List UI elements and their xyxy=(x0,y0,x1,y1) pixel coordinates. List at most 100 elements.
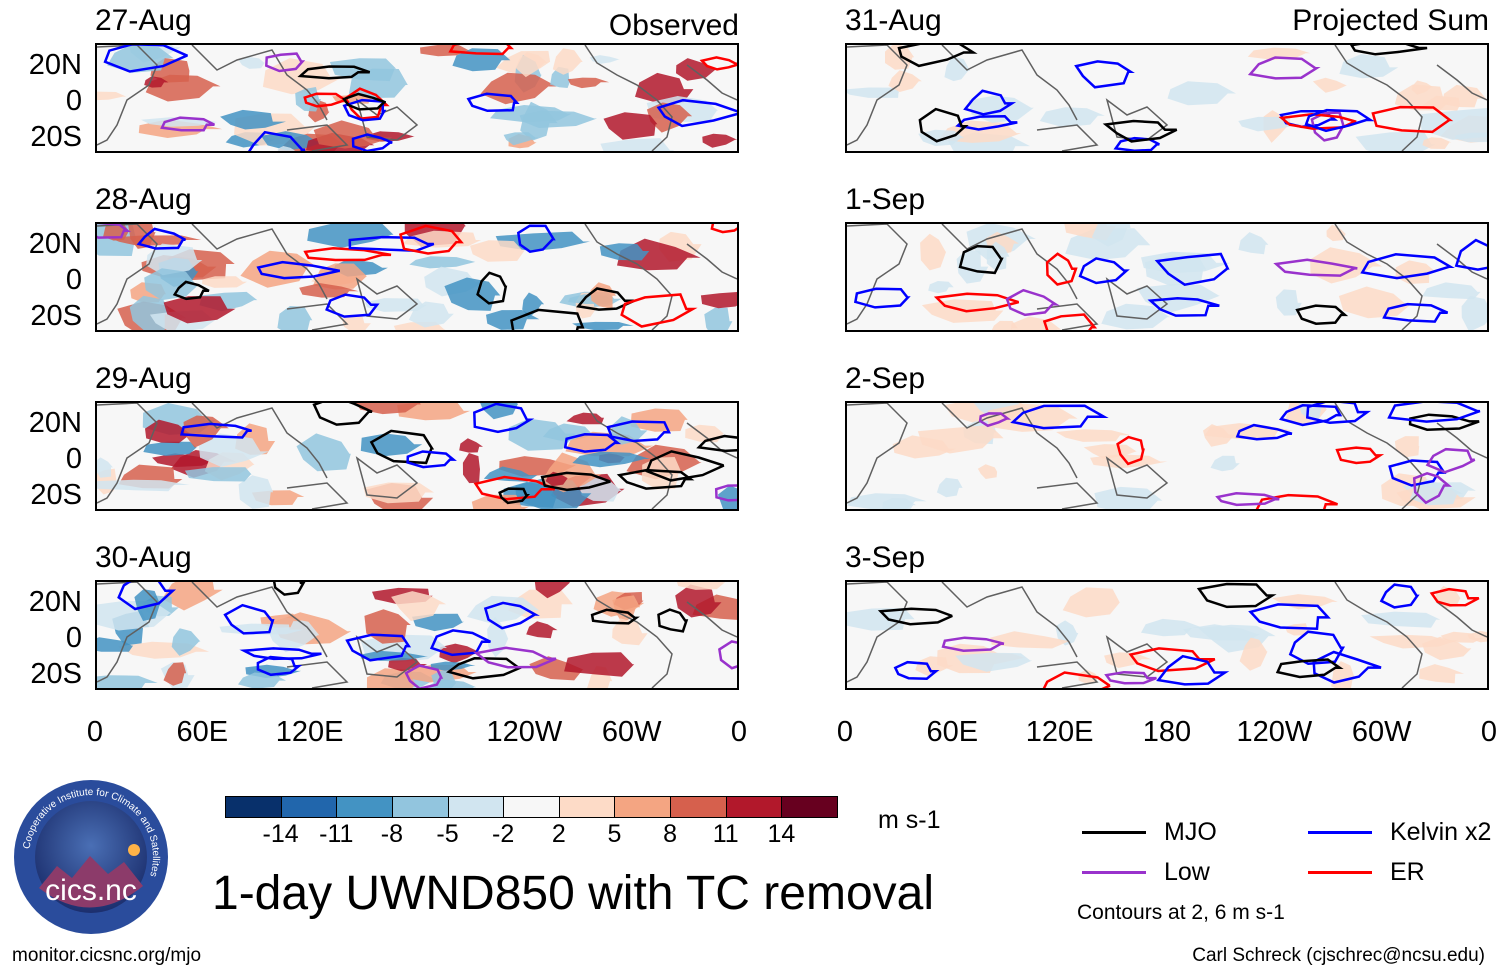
lat-tick-label: 20N xyxy=(28,228,82,260)
anomaly-shade xyxy=(1338,286,1412,319)
anomaly-contour xyxy=(429,629,491,657)
anomaly-shade xyxy=(397,403,471,421)
coastline xyxy=(97,224,158,325)
coastline xyxy=(686,243,737,280)
anomaly-shade xyxy=(579,476,623,502)
anomaly-contour xyxy=(117,582,177,611)
anomaly-contour xyxy=(476,271,508,305)
colorbar-tick-label: 2 xyxy=(551,820,566,848)
map-field xyxy=(97,403,737,509)
map-panel xyxy=(845,222,1489,332)
colorbar-cell xyxy=(503,796,560,818)
coastline xyxy=(191,224,328,300)
anomaly-contour xyxy=(351,133,393,151)
anomaly-contour xyxy=(1235,423,1293,441)
anomaly-contour xyxy=(1312,650,1382,684)
colorbar-cell xyxy=(781,796,838,818)
anomaly-shade xyxy=(1101,303,1170,330)
coastline xyxy=(355,98,419,141)
anomaly-shade xyxy=(480,72,557,105)
anomaly-shade xyxy=(402,230,482,248)
colorbar-tick-label: -14 xyxy=(262,820,299,848)
colorbar-tick-label: 5 xyxy=(607,820,622,848)
lat-tick-label: 20S xyxy=(30,121,82,153)
anomaly-contour xyxy=(466,92,520,113)
anomaly-shade xyxy=(917,425,1004,454)
anomaly-contour xyxy=(933,292,1020,313)
anomaly-contour xyxy=(1074,60,1135,89)
anomaly-contour xyxy=(1360,253,1455,280)
anomaly-shade xyxy=(313,263,367,290)
coastline xyxy=(847,403,908,504)
anomaly-shade xyxy=(956,249,989,284)
anomaly-shade xyxy=(363,482,434,504)
map-field xyxy=(847,582,1487,688)
anomaly-shade xyxy=(97,457,113,478)
lon-tick-label: 120E xyxy=(275,716,344,748)
anomaly-shade xyxy=(430,661,476,671)
coastline xyxy=(1105,98,1169,141)
lon-tick-label: 120W xyxy=(1236,716,1313,748)
anomaly-shade xyxy=(408,301,454,328)
anomaly-shade xyxy=(882,498,916,509)
anomaly-shade xyxy=(1055,620,1079,646)
coastline xyxy=(584,224,673,330)
lat-tick-label: 20S xyxy=(30,658,82,690)
anomaly-shade xyxy=(503,132,539,146)
anomaly-shade xyxy=(955,652,1033,672)
anomaly-contour xyxy=(265,52,306,73)
anomaly-shade xyxy=(143,441,197,456)
anomaly-shade xyxy=(702,133,737,148)
anomaly-contour xyxy=(1412,471,1452,505)
anomaly-shade xyxy=(360,433,423,457)
anomaly-shade xyxy=(589,55,620,64)
map-field xyxy=(97,45,737,151)
footer-url[interactable]: monitor.cicsnc.org/mjo xyxy=(12,945,202,966)
anomaly-contour xyxy=(446,657,522,680)
anomaly-contour xyxy=(404,664,444,688)
anomaly-shade xyxy=(704,307,733,330)
anomaly-contour xyxy=(1215,492,1280,507)
panel-date-label: 1-Sep xyxy=(845,183,926,216)
map-panel xyxy=(845,43,1489,153)
anomaly-shade xyxy=(515,52,548,78)
anomaly-shade xyxy=(1422,137,1452,149)
anomaly-shade xyxy=(97,675,158,688)
anomaly-contour xyxy=(1425,447,1476,474)
coastline xyxy=(941,582,1078,658)
anomaly-contour xyxy=(172,280,210,301)
anomaly-shade xyxy=(1247,47,1311,60)
anomaly-shade xyxy=(1422,636,1472,661)
anomaly-contour xyxy=(893,660,940,680)
coastline xyxy=(1436,243,1487,280)
lat-tick-label: 20N xyxy=(28,49,82,81)
map-panel xyxy=(95,43,739,153)
anomaly-shade xyxy=(1339,54,1399,79)
anomaly-shade xyxy=(522,292,545,318)
anomaly-contour xyxy=(696,434,737,453)
coastline xyxy=(97,403,158,504)
anomaly-shade xyxy=(342,315,371,330)
anomaly-contour xyxy=(918,107,969,143)
anomaly-contour xyxy=(1078,257,1130,285)
colorbar-cell xyxy=(391,796,449,818)
anomaly-contour xyxy=(223,603,275,635)
lon-tick-label: 60W xyxy=(601,716,662,748)
anomaly-shade xyxy=(162,582,223,611)
anomaly-contour xyxy=(1278,404,1343,427)
anomaly-shade xyxy=(675,584,722,618)
colorbar-tick-label: 11 xyxy=(712,820,739,848)
colorbar-tick-label: -11 xyxy=(319,820,354,848)
anomaly-shade xyxy=(1394,84,1453,111)
anomaly-contour xyxy=(620,293,698,328)
anomaly-contour xyxy=(1042,313,1098,330)
anomaly-shade xyxy=(526,621,558,639)
coastline xyxy=(1036,661,1099,688)
anomaly-shade xyxy=(459,438,483,453)
anomaly-contour xyxy=(955,115,1018,131)
lat-tick-label: 0 xyxy=(65,443,82,475)
anomaly-contour xyxy=(1248,603,1331,630)
anomaly-shade xyxy=(564,652,635,677)
anomaly-contour xyxy=(1102,119,1178,143)
anomaly-contour xyxy=(510,308,585,330)
